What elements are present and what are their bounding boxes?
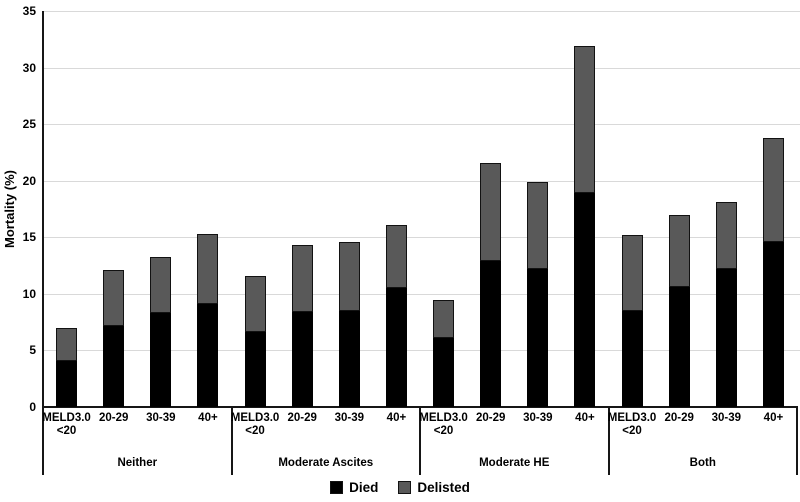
bar-died-neither-3 — [197, 304, 219, 407]
legend-label-died: Died — [349, 480, 379, 495]
bar-died-neither-1 — [103, 325, 125, 407]
bar-died-both-0 — [621, 310, 643, 407]
bar-died-moderate-ascites-3 — [385, 288, 407, 407]
bar-delisted-moderate-he-3 — [574, 46, 596, 194]
y-tick-label-0: 0 — [29, 400, 36, 414]
group-label-both: Both — [689, 457, 716, 469]
bar-died-both-1 — [668, 287, 690, 407]
y-tick-label-5: 5 — [29, 343, 36, 358]
group-separator-2 — [419, 407, 421, 475]
gridline-25 — [43, 124, 800, 126]
bar-delisted-moderate-he-2 — [527, 181, 549, 269]
category-label: 40+ — [198, 412, 218, 424]
y-tick-label-15: 15 — [22, 230, 36, 245]
category-label: 20-29 — [98, 412, 129, 424]
group-separator-1 — [230, 407, 233, 475]
bar-died-moderate-he-2 — [527, 268, 549, 407]
bar-delisted-moderate-he-0 — [433, 299, 455, 338]
category-label: 40+ — [763, 412, 784, 424]
legend-item-delisted: Delisted — [398, 480, 470, 495]
y-axis-line — [42, 11, 44, 475]
gridline-5 — [43, 350, 800, 352]
bar-delisted-both-3 — [762, 137, 784, 242]
bar-delisted-moderate-ascites-1 — [291, 245, 313, 312]
category-label: MELD3.0 <20 — [42, 412, 91, 437]
category-label: 30-39 — [523, 412, 553, 424]
category-label: 20-29 — [664, 412, 694, 424]
bar-died-both-3 — [762, 241, 784, 407]
bar-died-both-2 — [715, 268, 737, 407]
gridline-20 — [43, 180, 800, 182]
bar-died-moderate-ascites-2 — [338, 310, 360, 407]
legend-item-died: Died — [330, 480, 378, 495]
y-tick-label-25: 25 — [22, 117, 36, 132]
legend: Died Delisted — [0, 480, 800, 495]
bar-died-neither-0 — [56, 360, 78, 407]
category-label: 20-29 — [475, 412, 506, 424]
bar-delisted-moderate-ascites-3 — [385, 224, 407, 289]
category-label: 30-39 — [711, 412, 742, 424]
gridline-35 — [43, 11, 800, 12]
bar-died-neither-2 — [150, 313, 172, 407]
category-label: MELD3.0 <20 — [230, 412, 280, 437]
y-tick-label-10: 10 — [22, 286, 36, 301]
y-axis-title: Mortality (%) — [2, 170, 17, 248]
legend-label-delisted: Delisted — [417, 480, 470, 495]
gridline-15 — [43, 237, 800, 239]
category-label: 40+ — [386, 412, 407, 424]
y-tick-label-20: 20 — [22, 173, 36, 188]
group-separator-3 — [607, 407, 610, 475]
bar-delisted-moderate-ascites-2 — [338, 241, 360, 311]
gridline-10 — [43, 293, 800, 295]
category-label: MELD3.0 <20 — [419, 412, 468, 437]
category-label: 30-39 — [334, 412, 365, 424]
legend-swatch-delisted-icon — [398, 481, 412, 494]
bar-died-moderate-he-3 — [574, 193, 596, 407]
y-tick-label-30: 30 — [22, 60, 36, 75]
y-tick-label-35: 35 — [22, 4, 36, 18]
bar-delisted-neither-3 — [197, 233, 219, 305]
group-separator-4 — [796, 407, 798, 475]
bar-died-moderate-ascites-1 — [291, 311, 313, 407]
bar-died-moderate-he-1 — [480, 261, 502, 407]
bar-delisted-both-2 — [715, 202, 737, 269]
bar-delisted-both-0 — [621, 235, 643, 311]
group-label-moderate-ascites: Moderate Ascites — [278, 457, 374, 469]
category-label: MELD3.0 <20 — [607, 412, 657, 437]
bar-delisted-both-1 — [668, 214, 690, 288]
bar-died-moderate-he-0 — [433, 337, 455, 407]
bar-died-moderate-ascites-0 — [244, 332, 266, 407]
bar-delisted-moderate-he-1 — [480, 162, 502, 262]
group-label-neither: Neither — [117, 457, 158, 469]
legend-swatch-died-icon — [330, 481, 344, 494]
bar-delisted-neither-1 — [103, 270, 125, 326]
category-label: 40+ — [575, 412, 595, 424]
group-label-moderate-he: Moderate HE — [479, 457, 550, 469]
category-label: 20-29 — [287, 412, 317, 424]
bar-delisted-neither-0 — [56, 327, 78, 361]
category-label: 30-39 — [146, 412, 176, 424]
bar-delisted-neither-2 — [150, 256, 172, 314]
gridline-30 — [43, 67, 800, 69]
bar-delisted-moderate-ascites-0 — [244, 275, 266, 333]
